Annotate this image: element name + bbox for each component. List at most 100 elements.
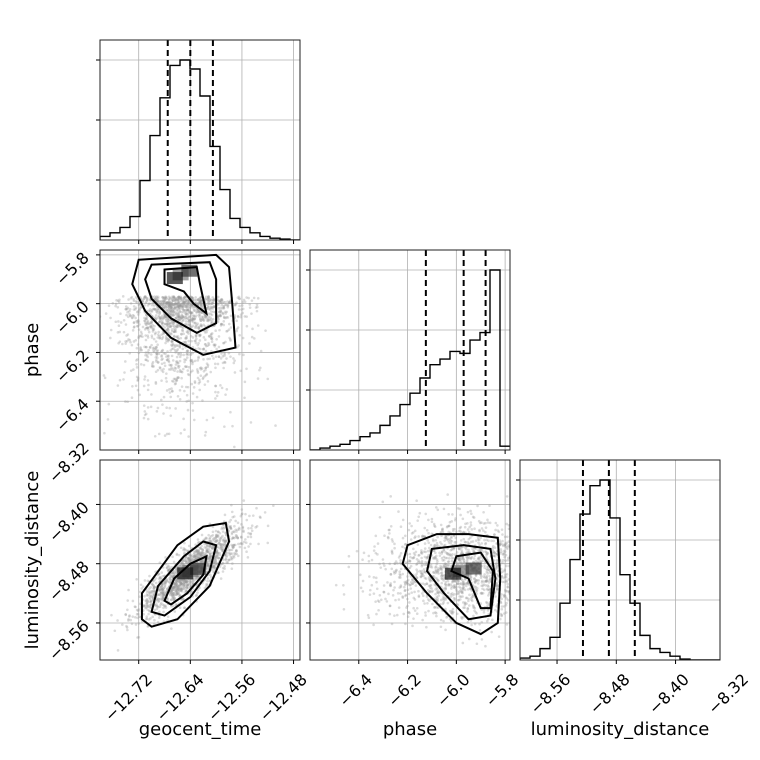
scatter-point bbox=[143, 295, 147, 299]
scatter-point bbox=[440, 574, 444, 577]
scatter-point bbox=[531, 570, 534, 573]
scatter-point bbox=[149, 405, 153, 409]
scatter-point bbox=[181, 308, 185, 311]
scatter-point bbox=[577, 589, 580, 592]
scatter-point bbox=[185, 585, 189, 588]
scatter-point bbox=[175, 593, 178, 597]
scatter-point bbox=[188, 579, 192, 583]
scatter-point bbox=[157, 299, 161, 303]
scatter-point bbox=[207, 305, 210, 309]
scatter-point bbox=[146, 359, 150, 363]
scatter-point bbox=[545, 548, 548, 551]
scatter-point bbox=[176, 586, 180, 590]
scatter-point bbox=[163, 434, 167, 437]
scatter-point bbox=[203, 325, 207, 328]
scatter-point bbox=[478, 529, 481, 533]
scatter-point bbox=[189, 370, 193, 374]
scatter-point bbox=[179, 589, 183, 592]
scatter-point bbox=[172, 582, 176, 585]
scatter-point bbox=[193, 555, 196, 559]
scatter-point bbox=[178, 606, 182, 610]
scatter-point bbox=[166, 354, 170, 358]
scatter-point bbox=[471, 540, 475, 543]
scatter-point bbox=[146, 326, 150, 330]
scatter-point bbox=[487, 568, 491, 571]
scatter-point bbox=[200, 311, 204, 314]
scatter-point bbox=[368, 593, 372, 596]
scatter-point bbox=[258, 366, 262, 370]
scatter-point bbox=[215, 554, 218, 557]
scatter-point bbox=[201, 547, 204, 551]
scatter-point bbox=[366, 613, 370, 617]
scatter-point bbox=[517, 564, 520, 567]
scatter-point bbox=[132, 321, 136, 324]
scatter-point bbox=[434, 556, 438, 560]
scatter-point bbox=[122, 378, 125, 381]
scatter-point bbox=[151, 347, 155, 350]
scatter-point bbox=[191, 362, 194, 366]
scatter-point bbox=[175, 355, 179, 359]
scatter-point bbox=[168, 304, 171, 307]
scatter-point bbox=[452, 547, 456, 551]
scatter-point bbox=[387, 528, 391, 532]
scatter-point bbox=[397, 598, 401, 601]
scatter-point bbox=[488, 578, 492, 582]
scatter-point bbox=[181, 304, 184, 308]
scatter-point bbox=[194, 577, 198, 580]
scatter-point bbox=[205, 297, 209, 301]
scatter-point bbox=[498, 539, 502, 542]
scatter-point bbox=[461, 578, 464, 582]
scatter-point bbox=[187, 300, 191, 303]
scatter-point bbox=[173, 586, 176, 589]
scatter-point bbox=[244, 541, 248, 545]
scatter-point bbox=[169, 306, 173, 309]
scatter-point bbox=[150, 336, 154, 339]
scatter-point bbox=[259, 516, 262, 519]
scatter-point bbox=[157, 589, 161, 592]
scatter-point bbox=[470, 528, 474, 531]
scatter-point bbox=[149, 617, 152, 620]
scatter-point bbox=[168, 313, 172, 316]
scatter-point bbox=[434, 576, 437, 580]
scatter-point bbox=[196, 298, 200, 301]
scatter-point bbox=[165, 320, 169, 323]
scatter-point bbox=[434, 571, 437, 575]
scatter-point bbox=[160, 358, 163, 362]
scatter-point bbox=[462, 560, 466, 564]
scatter-point bbox=[124, 400, 127, 403]
scatter-point bbox=[200, 559, 204, 562]
scatter-point bbox=[140, 348, 144, 352]
scatter-point bbox=[176, 325, 180, 328]
scatter-point bbox=[211, 534, 215, 537]
scatter-point bbox=[135, 324, 139, 328]
scatter-point bbox=[208, 539, 211, 543]
scatter-point bbox=[212, 310, 215, 314]
scatter-point bbox=[179, 317, 182, 321]
scatter-point bbox=[143, 378, 146, 381]
scatter-point bbox=[135, 375, 139, 379]
scatter-point bbox=[479, 547, 482, 551]
scatter-point bbox=[155, 349, 159, 353]
scatter-point bbox=[132, 308, 136, 311]
scatter-point bbox=[513, 596, 516, 599]
scatter-point bbox=[156, 299, 159, 302]
scatter-point bbox=[167, 302, 171, 306]
scatter-point bbox=[172, 586, 176, 589]
scatter-point bbox=[211, 300, 215, 304]
scatter-point bbox=[177, 588, 181, 592]
scatter-point bbox=[224, 310, 227, 314]
scatter-point bbox=[162, 296, 166, 300]
scatter-point bbox=[472, 577, 476, 581]
scatter-point bbox=[164, 300, 168, 304]
scatter-point bbox=[211, 566, 214, 570]
scatter-point bbox=[176, 581, 179, 584]
scatter-point bbox=[430, 517, 434, 521]
scatter-point bbox=[159, 398, 163, 402]
scatter-point bbox=[160, 322, 164, 326]
scatter-point bbox=[413, 553, 417, 557]
scatter-point bbox=[206, 545, 209, 548]
scatter-point bbox=[492, 550, 495, 553]
scatter-point bbox=[242, 540, 246, 544]
scatter-point bbox=[433, 557, 436, 560]
scatter-point bbox=[174, 407, 177, 410]
